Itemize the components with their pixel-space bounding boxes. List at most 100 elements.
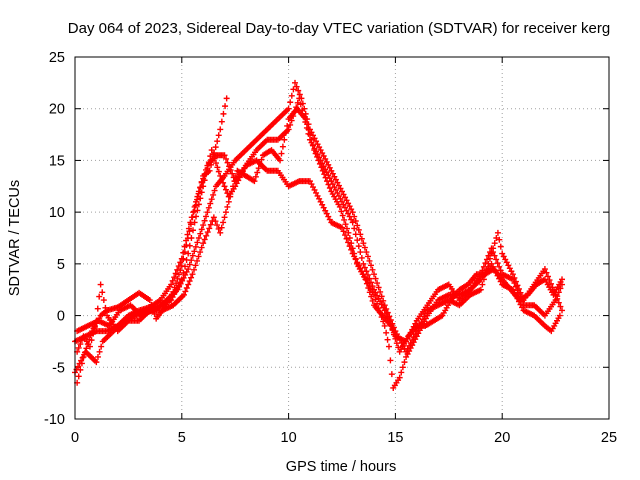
- data-point: [367, 279, 374, 286]
- data-point: [387, 357, 394, 364]
- data-point: [204, 209, 211, 216]
- data-point: [193, 213, 200, 220]
- data-point: [180, 291, 187, 298]
- y-axis-label: SDTVAR / TECUs: [7, 180, 23, 296]
- data-point: [86, 343, 93, 350]
- data-point: [378, 293, 385, 300]
- data-point: [322, 174, 329, 181]
- data-point: [559, 276, 566, 283]
- data-point: [340, 228, 347, 235]
- data-point: [175, 263, 182, 270]
- data-point: [200, 222, 207, 229]
- data-point: [172, 270, 179, 277]
- data-point: [308, 136, 315, 143]
- data-point: [189, 271, 196, 278]
- data-point: [284, 122, 291, 129]
- x-axis-label: GPS time / hours: [286, 459, 396, 475]
- series-track-3: [72, 95, 566, 345]
- data-point: [231, 178, 238, 185]
- data-point: [195, 188, 202, 195]
- data-point: [195, 253, 202, 260]
- data-point: [251, 178, 258, 185]
- data-point: [100, 297, 107, 304]
- data-point: [198, 244, 205, 251]
- data-point: [287, 99, 294, 106]
- data-point: [194, 257, 201, 264]
- data-point: [200, 240, 207, 247]
- data-point: [210, 214, 217, 221]
- data-point: [326, 185, 333, 192]
- data-point: [363, 249, 370, 256]
- data-point: [201, 171, 208, 178]
- data-point: [182, 288, 189, 295]
- data-point: [221, 183, 228, 190]
- data-point: [366, 257, 373, 264]
- data-point: [306, 131, 313, 138]
- data-point: [279, 143, 286, 150]
- x-tick-label: 10: [281, 430, 297, 446]
- data-point: [188, 235, 195, 241]
- series-track-4: [72, 79, 566, 376]
- data-point: [314, 153, 321, 160]
- data-point: [401, 359, 408, 366]
- data-point: [203, 232, 210, 239]
- data-point: [375, 284, 382, 291]
- data-point: [290, 86, 297, 93]
- data-point: [546, 277, 553, 284]
- data-point: [357, 249, 364, 256]
- data-point: [399, 364, 406, 371]
- x-tick-label: 15: [387, 430, 403, 446]
- x-tick-label: 0: [71, 430, 79, 446]
- data-point: [543, 269, 550, 276]
- data-point: [197, 230, 204, 237]
- data-point: [336, 203, 343, 210]
- data-point: [304, 121, 311, 128]
- data-point: [479, 281, 486, 288]
- y-tick-label: -5: [52, 360, 65, 376]
- data-point: [352, 255, 359, 262]
- data-point: [483, 256, 490, 263]
- data-point: [393, 340, 400, 347]
- data-point: [358, 254, 365, 261]
- data-point: [200, 183, 207, 190]
- data-point: [198, 189, 205, 196]
- data-point: [215, 132, 222, 139]
- data-point: [224, 203, 231, 210]
- data-point: [186, 242, 193, 249]
- data-point: [94, 353, 101, 360]
- data-point: [311, 147, 318, 154]
- data-point: [282, 129, 289, 136]
- data-series: [72, 79, 566, 391]
- data-point: [75, 373, 82, 380]
- data-point: [369, 283, 376, 290]
- data-point: [486, 255, 493, 262]
- data-point: [367, 262, 374, 269]
- data-point: [96, 348, 103, 355]
- y-tick-label: -10: [44, 412, 65, 428]
- data-point: [98, 343, 105, 350]
- data-point: [194, 193, 201, 200]
- data-point: [222, 186, 229, 193]
- data-point: [343, 235, 350, 242]
- data-point: [93, 359, 100, 366]
- data-point: [517, 289, 524, 296]
- data-point: [191, 203, 198, 210]
- data-point: [392, 335, 399, 342]
- data-point: [83, 345, 90, 352]
- y-tick-label: 5: [57, 257, 65, 273]
- data-point: [222, 209, 229, 216]
- data-point: [171, 274, 178, 281]
- data-point: [555, 299, 562, 306]
- data-point: [355, 243, 362, 250]
- data-point: [182, 263, 189, 270]
- data-point: [295, 87, 302, 94]
- data-point: [225, 198, 232, 205]
- data-point: [321, 171, 328, 178]
- data-point: [211, 187, 218, 194]
- data-point: [193, 198, 200, 205]
- data-point: [363, 268, 370, 275]
- data-point: [351, 225, 358, 232]
- data-point: [493, 235, 500, 241]
- data-point: [296, 91, 303, 98]
- data-point: [396, 374, 403, 381]
